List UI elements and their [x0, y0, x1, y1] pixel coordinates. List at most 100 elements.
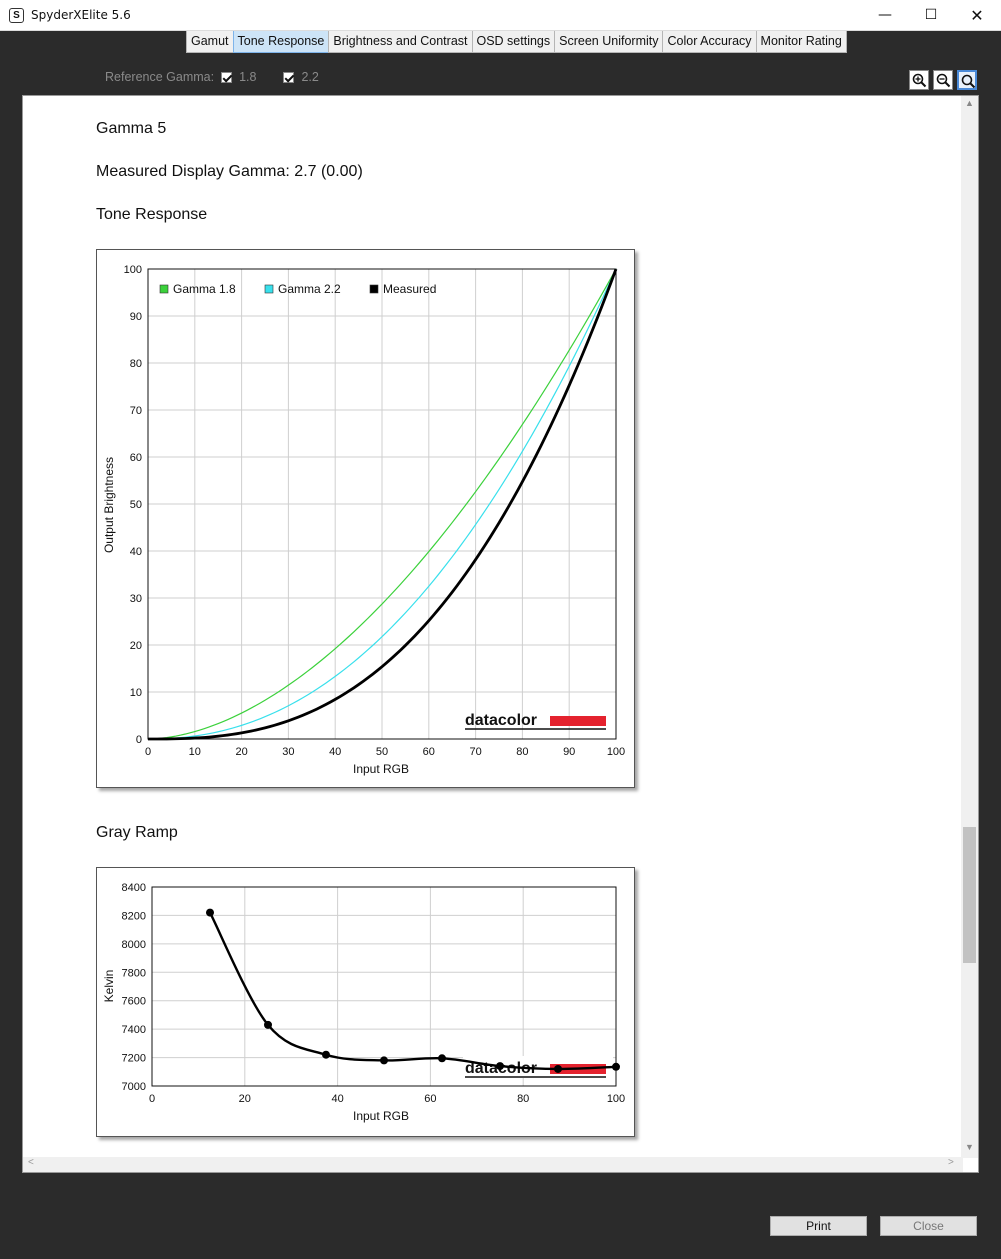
tab-tone-response[interactable]: Tone Response — [232, 31, 330, 53]
gray-y-tick-label: 7600 — [122, 996, 146, 1008]
tab-bar: Gamut Tone Response Brightness and Contr… — [186, 31, 847, 53]
gray-ramp-point — [380, 1056, 388, 1065]
gray-x-tick-label: 80 — [517, 1093, 529, 1105]
tab-screen-uniformity[interactable]: Screen Uniformity — [554, 31, 664, 53]
tab-gamut[interactable]: Gamut — [186, 31, 234, 53]
tone-series-gamma-2-2 — [147, 268, 617, 740]
tone-y-tick-label: 20 — [130, 640, 142, 652]
gray-x-tick-label: 60 — [424, 1093, 436, 1105]
tone-x-tick-label: 40 — [329, 746, 341, 758]
title-bar: S SpyderXElite 5.6 — ☐ ✕ — [0, 0, 1001, 31]
tone-series-measured — [148, 268, 618, 741]
gray-ramp-point — [322, 1050, 330, 1059]
tone-y-tick-label: 100 — [124, 264, 142, 276]
tone-y-tick-label: 90 — [130, 311, 142, 323]
tab-osd-settings[interactable]: OSD settings — [471, 31, 556, 53]
vertical-scrollbar[interactable]: ▲ ▼ — [961, 96, 978, 1158]
tone-x-tick-label: 80 — [516, 746, 528, 758]
tone-x-tick-label: 10 — [189, 746, 201, 758]
tab-brightness-contrast[interactable]: Brightness and Contrast — [328, 31, 473, 53]
tone-x-axis-label: Input RGB — [353, 762, 409, 776]
tone-x-tick-label: 100 — [607, 746, 625, 758]
legend-label: Measured — [383, 282, 436, 296]
report-panel[interactable]: Gamma 5 Measured Display Gamma: 2.7 (0.0… — [22, 95, 979, 1173]
legend-swatch — [369, 284, 379, 294]
gray-ramp-line — [208, 912, 617, 1071]
gray-y-tick-label: 8000 — [122, 939, 146, 951]
tone-y-tick-label: 80 — [130, 358, 142, 370]
scroll-up-arrow[interactable]: ▲ — [965, 98, 974, 108]
tone-series-gamma-1-8 — [147, 268, 617, 740]
vertical-scroll-thumb[interactable] — [963, 827, 976, 963]
window-title: SpyderXElite 5.6 — [31, 8, 131, 22]
legend-swatch — [159, 284, 169, 294]
zoom-in-icon — [912, 73, 927, 88]
gamma-1-8-checkbox[interactable] — [221, 71, 233, 83]
reference-gamma-row: Reference Gamma: 1.8 2.2 — [105, 70, 339, 84]
gray-y-tick-label: 7800 — [122, 967, 146, 979]
gray-y-tick-label: 8200 — [122, 910, 146, 922]
tone-y-tick-label: 10 — [130, 687, 142, 699]
scroll-down-arrow[interactable]: ▼ — [965, 1142, 974, 1152]
tone-x-tick-label: 60 — [423, 746, 435, 758]
tone-x-tick-label: 70 — [469, 746, 481, 758]
tab-monitor-rating[interactable]: Monitor Rating — [755, 31, 847, 53]
tab-color-accuracy[interactable]: Color Accuracy — [662, 31, 757, 53]
gray-y-tick-label: 7400 — [122, 1024, 146, 1036]
tone-x-tick-label: 90 — [563, 746, 575, 758]
tone-response-svg: 0 10 20 30 40 50 60 70 80 90 100 0 10 20 30 40 50 60 70 80 9… — [102, 264, 625, 776]
gamma-2-2-checkbox[interactable] — [283, 71, 295, 83]
tone-x-tick-label: 0 — [145, 746, 151, 758]
zoom-fit-button[interactable] — [957, 70, 977, 90]
datacolor-logo-bar — [550, 716, 606, 726]
minimize-button[interactable]: — — [878, 7, 892, 23]
measured-gamma-text: Measured Display Gamma: 2.7 (0.00) — [96, 163, 363, 180]
gray-plot-frame — [151, 886, 617, 1087]
scroll-left-arrow[interactable]: < — [28, 1157, 34, 1168]
tone-y-tick-label: 30 — [130, 593, 142, 605]
gray-y-tick-label: 7200 — [122, 1053, 146, 1065]
zoom-fit-icon — [961, 74, 976, 89]
print-button[interactable]: Print — [770, 1216, 867, 1236]
zoom-in-button[interactable] — [909, 70, 929, 90]
gray-ramp-point — [264, 1020, 272, 1029]
gray-x-tick-label: 100 — [607, 1093, 625, 1105]
gray-y-tick-label: 8400 — [122, 882, 146, 894]
close-button[interactable]: Close — [880, 1216, 977, 1236]
tone-y-tick-label: 0 — [136, 734, 142, 746]
gray-ramp-point — [496, 1062, 504, 1071]
legend-label: Gamma 2.2 — [278, 282, 341, 296]
gamma-2-2-label: 2.2 — [301, 70, 319, 84]
gamma-heading: Gamma 5 — [96, 120, 167, 137]
horizontal-scrollbar[interactable]: < > — [23, 1157, 963, 1172]
tone-response-heading: Tone Response — [96, 206, 208, 223]
gray-x-tick-label: 20 — [239, 1093, 251, 1105]
scroll-right-arrow[interactable]: > — [948, 1157, 954, 1168]
tone-y-tick-label: 40 — [130, 546, 142, 558]
zoom-out-button[interactable] — [933, 70, 953, 90]
reference-gamma-label: Reference Gamma: — [105, 70, 215, 84]
gray-ramp-point — [612, 1062, 620, 1071]
tone-y-tick-label: 60 — [130, 452, 142, 464]
zoom-out-icon — [936, 73, 951, 88]
legend-label: Gamma 1.8 — [173, 282, 236, 296]
legend-swatch — [264, 284, 274, 294]
gray-ramp-svg: 0 20 40 60 80 100 7000 7200 7400 7600 7800 8000 8200… — [102, 882, 625, 1123]
tone-x-tick-label: 50 — [376, 746, 388, 758]
app-icon: S — [9, 8, 24, 23]
datacolor-logo: datacolor — [465, 712, 606, 730]
tone-x-tick-label: 30 — [282, 746, 294, 758]
gray-ramp-chart: 0 20 40 60 80 100 7000 7200 7400 7600 7800 8000 8200… — [96, 867, 635, 1137]
tone-plot-frame — [147, 268, 617, 740]
gray-ramp-point — [554, 1064, 562, 1073]
datacolor-logo-text: datacolor — [465, 712, 537, 729]
gray-x-tick-label: 40 — [331, 1093, 343, 1105]
close-window-button[interactable]: ✕ — [970, 6, 984, 25]
tone-x-tick-label: 20 — [235, 746, 247, 758]
tone-y-tick-label: 50 — [130, 499, 142, 511]
gray-y-axis-label: Kelvin — [102, 970, 116, 1003]
tone-y-tick-label: 70 — [130, 405, 142, 417]
gray-ramp-point — [206, 908, 214, 917]
maximize-button[interactable]: ☐ — [924, 7, 938, 23]
gray-y-tick-label: 7000 — [122, 1081, 146, 1093]
